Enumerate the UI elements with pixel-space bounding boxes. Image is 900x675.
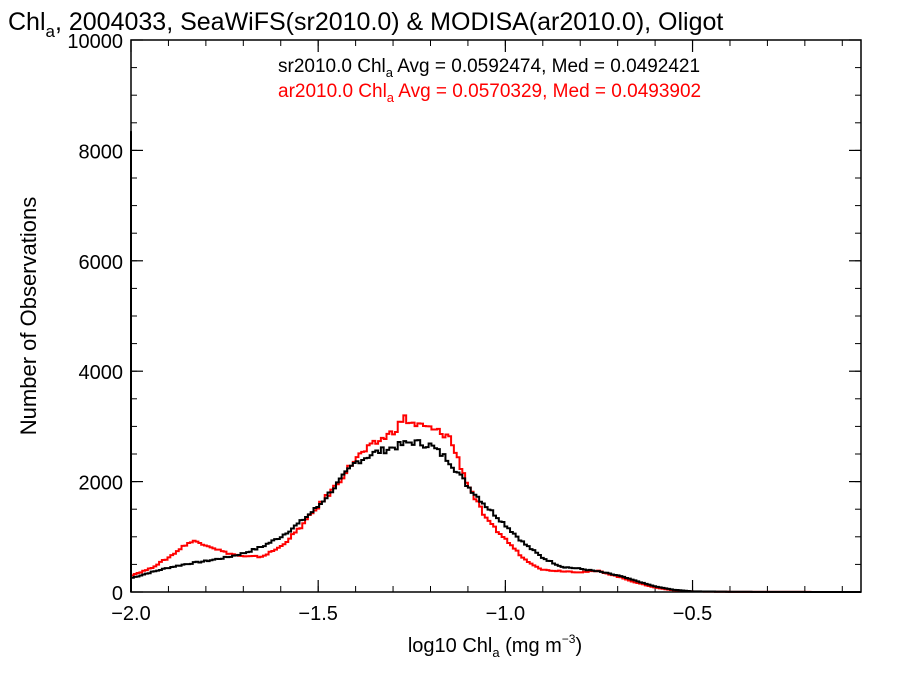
y-tick-label: 2000 bbox=[79, 473, 124, 495]
chart-title: Chla, 2004033, SeaWiFS(sr2010.0) & MODIS… bbox=[8, 8, 723, 41]
y-tick-label: 4000 bbox=[79, 362, 124, 384]
series-line-sr2010 bbox=[130, 131, 861, 593]
y-axis-label: Number of Observations bbox=[16, 197, 41, 435]
x-axis-label: log10 Chla (mg m−3) bbox=[408, 632, 582, 660]
y-tick-label: 6000 bbox=[79, 252, 124, 274]
x-tick-label: −0.5 bbox=[673, 603, 712, 625]
y-tick-label: 10000 bbox=[67, 31, 123, 53]
x-tick-label: −1.0 bbox=[486, 603, 525, 625]
series-line-ar2010 bbox=[130, 414, 861, 593]
x-tick-label: −1.5 bbox=[298, 603, 337, 625]
series-layer bbox=[130, 131, 861, 593]
stat-line-sr2010: sr2010.0 Chla Avg = 0.0592474, Med = 0.0… bbox=[278, 56, 700, 80]
y-tick-label: 8000 bbox=[79, 141, 124, 163]
stat-line-ar2010: ar2010.0 Chla Avg = 0.0570329, Med = 0.0… bbox=[278, 81, 701, 105]
plot-frame bbox=[130, 39, 862, 593]
axis-ticks: −2.0 −1.5 −1.0 −0.5 0 2000 4000 6000 8000 10000 bbox=[67, 31, 861, 625]
x-tick-label: −2.0 bbox=[111, 603, 150, 625]
y-tick-label: 0 bbox=[112, 583, 123, 605]
